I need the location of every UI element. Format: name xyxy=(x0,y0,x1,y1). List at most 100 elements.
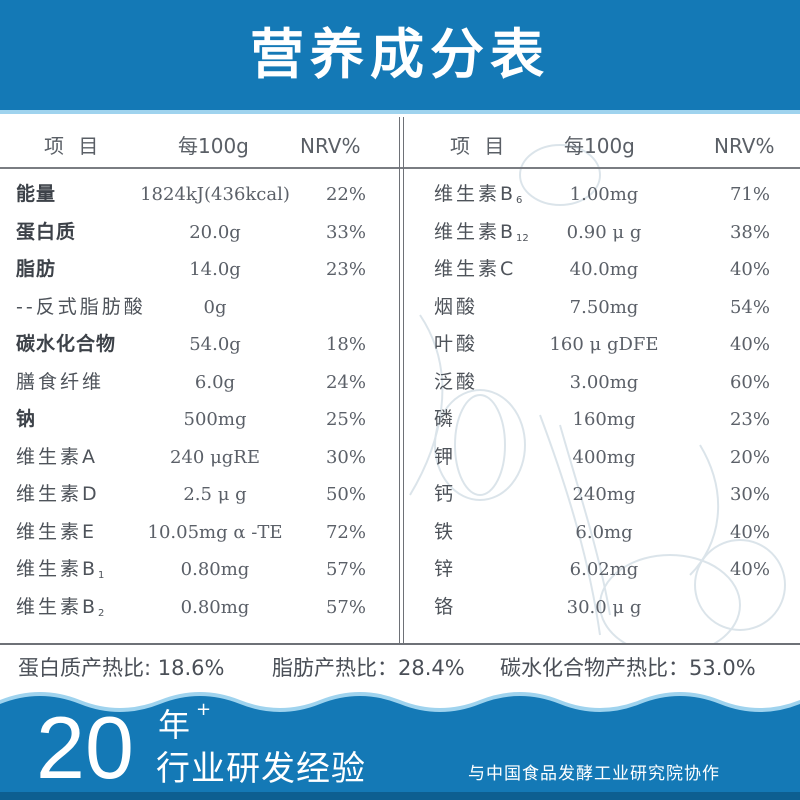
table-row: --反式脂肪酸 0g xyxy=(0,289,400,327)
table-row: 磷 160mg 23% xyxy=(404,401,800,439)
table-body: 维生素B6 1.00mg 71% 维生素B12 0.90 μ g 38% 维生素… xyxy=(404,176,800,626)
table-row: 维生素B6 1.00mg 71% xyxy=(404,176,800,214)
header-stripe xyxy=(0,110,800,114)
nutrient-value: 14.0g xyxy=(189,259,241,280)
nutrient-value: 1.00mg xyxy=(569,184,639,205)
nutrient-nrv: 50% xyxy=(325,484,366,505)
table-body: 能量 1824kJ(436kcal) 22% 蛋白质 20.0g 33% 脂肪 … xyxy=(0,176,400,626)
table-row: 维生素C 40.0mg 40% xyxy=(404,251,800,289)
nutrient-nrv: 57% xyxy=(325,559,366,580)
nutrient-name: 叶酸 xyxy=(434,333,479,355)
nutrient-nrv: 33% xyxy=(325,221,366,243)
nutrient-name-text: 维生素B xyxy=(16,595,99,618)
nutrient-nrv: 40% xyxy=(729,334,770,355)
nutrient-name: 锌 xyxy=(434,558,457,580)
nutrient-nrv: 24% xyxy=(325,371,366,393)
header-banner: 营养成分表 xyxy=(0,0,800,110)
nutrient-nrv: 30% xyxy=(729,484,770,505)
column-header-nrv: NRV% xyxy=(300,134,361,158)
nutrient-nrv: 30% xyxy=(325,446,366,468)
experience-label: 行业研发经验 xyxy=(156,749,366,789)
nutrient-value: 500mg xyxy=(183,409,247,430)
column-header-item: 项 目 xyxy=(450,134,509,158)
nutrient-value: 10.05mg α -TE xyxy=(147,521,283,543)
cooperation-label: 与中国食品发酵工业研究院协作 xyxy=(468,764,720,784)
nutrient-name: 能量 xyxy=(16,183,57,205)
nutrient-value: 2.5 μ g xyxy=(183,484,247,505)
nutrient-value: 6.02mg xyxy=(569,559,639,580)
nutrient-name: 钙 xyxy=(434,483,457,505)
nutrient-value: 1824kJ(436kcal) xyxy=(140,184,290,205)
energy-ratio-row: 蛋白质产热比: 18.6% 脂肪产热比：28.4% 碳水化合物产热比：53.0% xyxy=(0,650,800,686)
nutrient-value: 0.80mg xyxy=(180,596,250,618)
nutrient-nrv: 60% xyxy=(729,371,770,393)
nutrient-nrv: 40% xyxy=(729,559,770,580)
table-header-row: 项 目 每100g NRV% xyxy=(404,128,800,164)
carb-energy-ratio: 碳水化合物产热比：53.0% xyxy=(500,656,756,680)
nutrient-name: 磷 xyxy=(434,408,457,430)
table-row: 维生素B12 0.90 μ g 38% xyxy=(404,214,800,252)
nutrient-subscript: 2 xyxy=(98,607,105,619)
table-row: 叶酸 160 μ gDFE 40% xyxy=(404,326,800,364)
table-row: 蛋白质 20.0g 33% xyxy=(0,214,400,252)
nutrient-name: 维生素C xyxy=(434,258,517,280)
table-bottom-border xyxy=(0,643,800,645)
nutrient-nrv: 57% xyxy=(325,596,366,618)
nutrient-value: 40.0mg xyxy=(569,259,639,280)
nutrient-name-text: 维生素B xyxy=(16,558,99,580)
table-header-row: 项 目 每100g NRV% xyxy=(0,128,400,164)
fat-energy-ratio: 脂肪产热比：28.4% xyxy=(272,656,465,680)
nutrient-nrv: 22% xyxy=(325,184,366,205)
table-row: 维生素D 2.5 μ g 50% xyxy=(0,476,400,514)
nutrient-name: 泛酸 xyxy=(434,370,479,393)
nutrient-value: 240mg xyxy=(572,484,636,505)
nutrient-nrv: 40% xyxy=(729,521,770,543)
nutrient-name: 脂肪 xyxy=(16,258,57,280)
years-plus: + xyxy=(196,699,212,720)
column-header-item: 项 目 xyxy=(44,134,103,158)
nutrient-name: 钾 xyxy=(434,445,457,468)
table-row: 钾 400mg 20% xyxy=(404,439,800,477)
nutrient-value: 30.0 μ g xyxy=(566,596,642,618)
nutrient-value: 6.0g xyxy=(194,371,236,393)
table-row: 维生素B1 0.80mg 57% xyxy=(0,551,400,589)
nutrient-subscript: 6 xyxy=(516,195,523,206)
header-divider xyxy=(0,167,800,169)
nutrient-name: 维生素B2 xyxy=(16,589,104,633)
nutrient-name: 维生素B6 xyxy=(434,176,522,220)
nutrient-name: --反式脂肪酸 xyxy=(16,295,146,318)
wave-footer-background xyxy=(0,692,800,800)
nutrient-value: 160 μ gDFE xyxy=(549,334,659,355)
protein-energy-ratio: 蛋白质产热比: 18.6% xyxy=(18,656,225,680)
nutrition-table-left: 项 目 每100g NRV% 能量 1824kJ(436kcal) 22% 蛋白… xyxy=(0,123,400,643)
column-divider xyxy=(399,117,404,644)
nutrient-name: 维生素B1 xyxy=(16,551,104,595)
nutrient-name: 维生素A xyxy=(16,445,98,468)
nutrient-name: 维生素B12 xyxy=(434,214,529,258)
nutrient-value: 0.80mg xyxy=(180,559,250,580)
nutrient-value: 400mg xyxy=(572,446,636,468)
nutrient-value: 54.0g xyxy=(189,334,241,355)
table-row: 脂肪 14.0g 23% xyxy=(0,251,400,289)
table-row: 烟酸 7.50mg 54% xyxy=(404,289,800,327)
nutrient-nrv: 18% xyxy=(325,334,366,355)
nutrient-name: 铬 xyxy=(434,595,457,618)
nutrient-name: 蛋白质 xyxy=(16,220,77,243)
table-row: 钠 500mg 25% xyxy=(0,401,400,439)
nutrient-value: 0g xyxy=(203,296,227,318)
table-row: 维生素E 10.05mg α -TE 72% xyxy=(0,514,400,552)
years-label: 年 xyxy=(158,706,191,744)
table-row: 膳食纤维 6.0g 24% xyxy=(0,364,400,402)
nutrient-subscript: 12 xyxy=(516,232,529,244)
years-number: 20 xyxy=(36,698,134,797)
table-row: 锌 6.02mg 40% xyxy=(404,551,800,589)
nutrient-name: 碳水化合物 xyxy=(16,333,117,355)
nutrient-value: 20.0g xyxy=(189,221,241,243)
nutrient-subscript: 1 xyxy=(98,570,105,581)
nutrition-table-right: 项 目 每100g NRV% 维生素B6 1.00mg 71% 维生素B12 0… xyxy=(404,123,800,643)
nutrient-nrv: 54% xyxy=(729,296,770,318)
page-title: 营养成分表 xyxy=(250,23,550,86)
nutrient-nrv: 40% xyxy=(729,259,770,280)
nutrient-value: 160mg xyxy=(572,409,636,430)
nutrient-nrv: 72% xyxy=(325,521,366,543)
